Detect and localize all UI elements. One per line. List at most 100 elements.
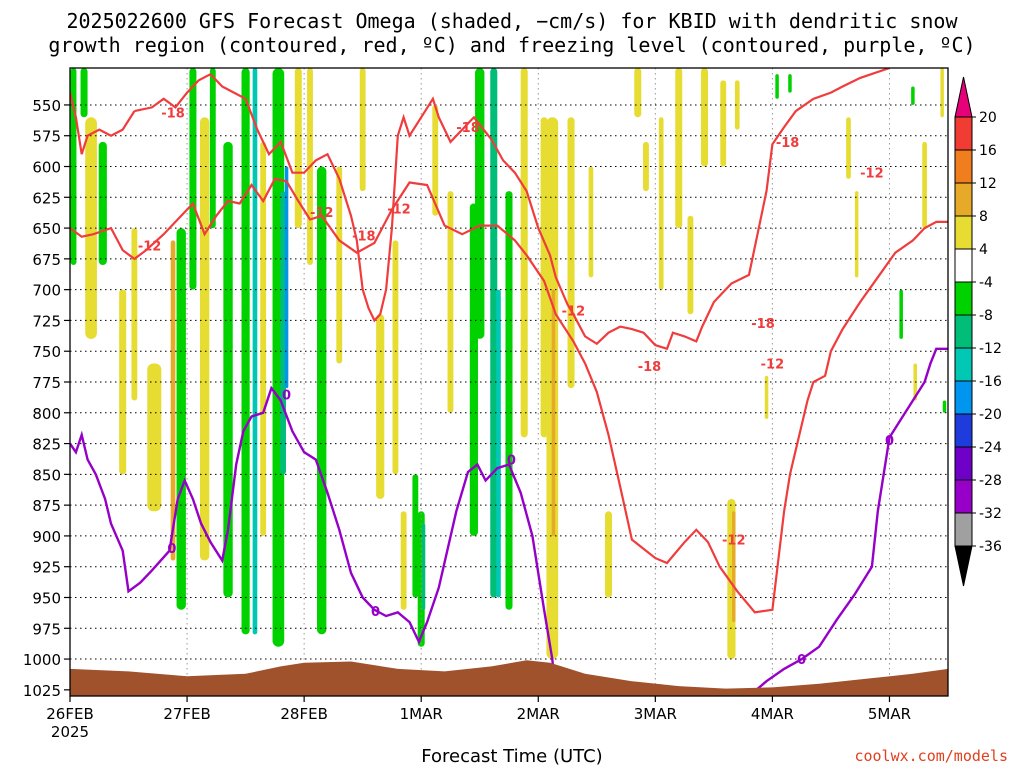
omega-shade-31 [447,191,454,413]
contour-label-0: -18 [161,106,185,121]
x-tick-label-7: 5MAR [868,705,911,723]
contour-label-7: -18 [638,360,662,375]
contour-label-8: -18 [751,317,775,332]
contour-label-5: -18 [456,121,480,136]
colorbar-swatch-m8_m4 [954,281,973,316]
omega-shade-63 [940,68,944,118]
x-tick-label-1: 27FEB [163,705,210,723]
colorbar-swatch-m32_m28 [954,479,973,514]
omega-shade-42 [588,166,594,278]
colorbar-swatch-neutral [954,248,973,283]
contour-label-2: -12 [310,206,334,221]
omega-shade-50 [720,80,727,167]
omega-shade-21 [317,166,327,635]
contour-label-11: -12 [761,358,785,373]
colorbar-swatch-m12_m8 [954,314,973,349]
x-tick-label-4: 2MAR [517,705,560,723]
contour-label-1: -12 [138,239,162,254]
omega-shade-25 [392,240,399,475]
omega-shade-14 [252,68,258,635]
contour-label-14: 0 [282,388,291,403]
freezing-level-contour-0 [70,385,557,696]
x-tick-label-3: 1MAR [400,705,443,723]
y-tick-label-4: 650 [32,220,61,238]
colorbar-swatch-4_8 [954,215,973,250]
colorbar-swatch-m24_m20 [954,413,973,448]
colorbar-label-9: -20 [979,407,1002,423]
omega-shade-1 [80,68,88,118]
y-tick-label-18: 1000 [23,651,61,669]
omega-shade-58 [854,191,859,278]
x-year-label: 2025 [51,723,89,741]
omega-shade-35 [496,289,501,598]
dgz-early-contour [70,92,136,155]
omega-shade-6 [147,363,162,512]
omega-shade-46 [658,117,664,290]
omega-shade-30 [432,104,439,216]
y-tick-label-7: 725 [32,312,61,330]
y-tick-label-15: 925 [32,559,61,577]
omega-shade-44 [634,68,642,118]
contour-label-16: 0 [507,454,516,469]
dgz-minus12-contour-0 [70,177,948,614]
y-tick-label-2: 600 [32,159,61,177]
colorbar-label-2: 12 [979,176,997,192]
omega-shade-43 [604,511,613,598]
x-tick-label-0: 26FEB [46,705,93,723]
colorbar-arrow-bottom [954,545,973,587]
omega-shade-56 [788,74,792,93]
omega-shade-8 [170,240,176,561]
colorbar-swatch-m36_m32 [954,512,973,547]
omega-shade-33 [475,68,485,339]
omega-shade-23 [359,68,366,192]
omega-shade-48 [687,215,694,315]
omega-shade-53 [732,511,736,623]
y-tick-label-5: 675 [32,251,61,269]
contour-label-9: -18 [776,136,800,151]
omega-shade-19 [294,68,302,229]
colorbar-label-5: -4 [979,275,993,291]
x-tick-label-5: 3MAR [634,705,677,723]
omega-shade-12 [223,141,233,598]
x-tick-label-2: 28FEB [280,705,327,723]
colorbar-swatch-m28_m24 [954,446,973,481]
dgz-minus18-contour-0 [134,68,890,351]
y-tick-label-16: 950 [32,589,61,607]
freezing-level-contour-1 [748,347,948,696]
omega-shade-24 [376,314,385,499]
colorbar-swatch-m16_m12 [954,347,973,382]
y-tick-label-12: 850 [32,466,61,484]
terrain-fill [70,660,948,696]
contour-label-15: 0 [371,605,380,620]
y-tick-label-1: 575 [32,128,61,146]
omega-shade-61 [922,141,927,229]
omega-shade-40 [551,289,556,536]
contour-label-3: -12 [387,202,411,217]
omega-shade-26 [400,511,407,610]
y-tick-label-8: 750 [32,343,61,361]
credit-text: coolwx.com/models [854,747,1008,765]
omega-shade-59 [911,86,915,105]
colorbar-label-8: -16 [979,374,1002,390]
omega-shade-18 [284,166,289,389]
omega-shade-7 [176,228,186,610]
omega-shade-4 [119,289,127,475]
contour-label-12: -12 [722,534,746,549]
colorbar-label-1: 16 [979,143,997,159]
omega-shade-29 [421,523,426,610]
y-tick-label-6: 700 [32,282,61,300]
omega-shade-9 [189,68,197,290]
omega-shade-34 [490,68,498,598]
omega-shade-5 [131,228,138,401]
contour-label-18: 0 [885,434,894,449]
colorbar-label-3: 8 [979,209,988,225]
colorbar-label-6: -8 [979,308,993,324]
colorbar-swatch-16_20 [954,116,973,151]
y-tick-label-3: 625 [32,189,61,207]
colorbar-swatch-8_12 [954,182,973,217]
chart-title-line-1: 2025022600 GFS Forecast Omega (shaded, −… [66,9,958,33]
omega-shade-51 [734,80,740,130]
omega-shade-47 [675,68,683,229]
omega-shade-10 [199,117,210,561]
